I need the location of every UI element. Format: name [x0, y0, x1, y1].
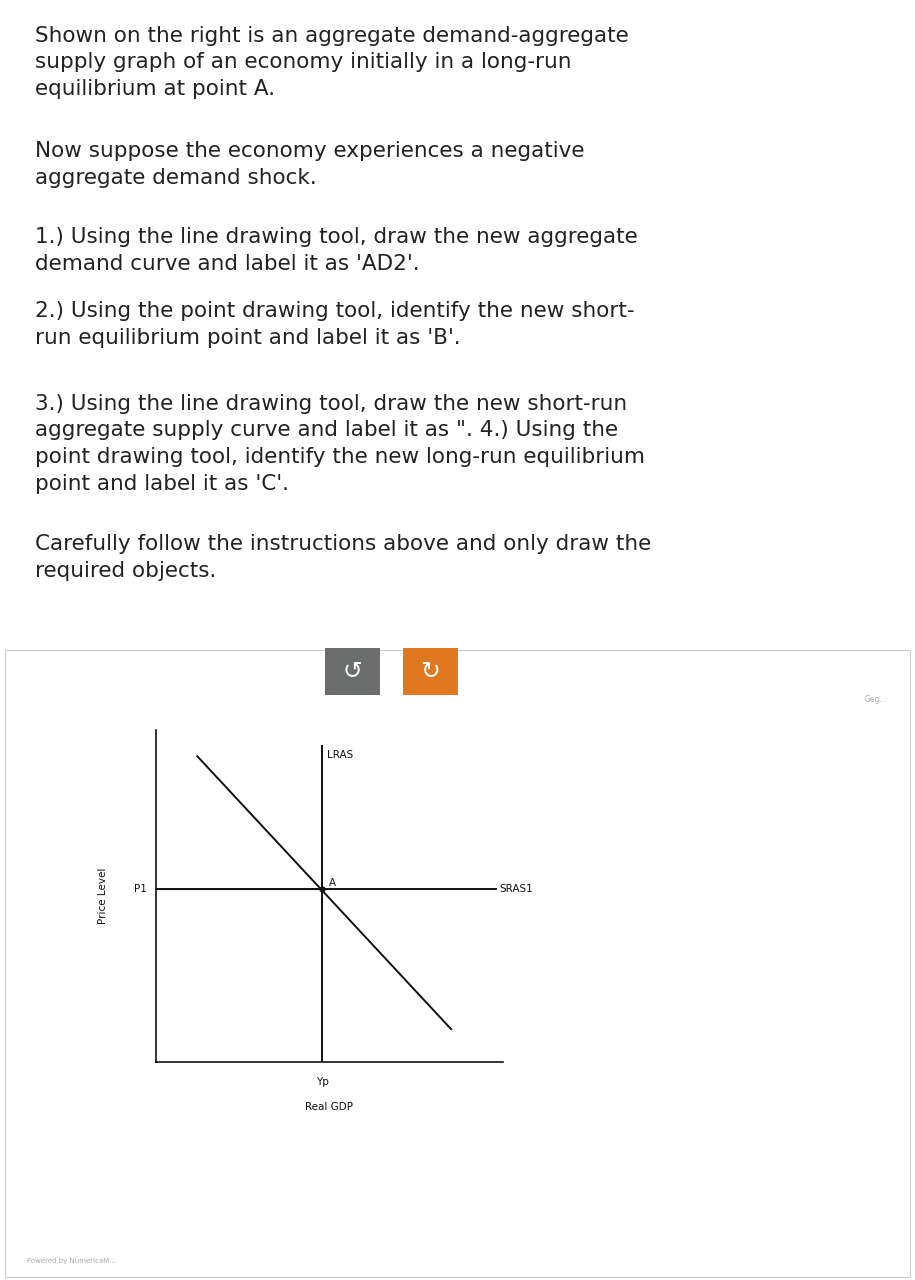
Text: ↻: ↻ [420, 659, 440, 684]
FancyBboxPatch shape [403, 648, 458, 695]
Text: 3.) Using the line drawing tool, draw the new short-run
aggregate supply curve a: 3.) Using the line drawing tool, draw th… [35, 394, 645, 494]
Text: LRAS: LRAS [327, 750, 353, 759]
Text: Carefully follow the instructions above and only draw the
required objects.: Carefully follow the instructions above … [35, 535, 651, 581]
Text: P1: P1 [134, 884, 146, 895]
Text: Real GDP: Real GDP [306, 1102, 353, 1112]
Text: Yp: Yp [316, 1078, 328, 1088]
FancyBboxPatch shape [325, 648, 380, 695]
Text: Price Level: Price Level [99, 868, 108, 924]
Text: ↺: ↺ [342, 659, 362, 684]
Text: 1.) Using the line drawing tool, draw the new aggregate
demand curve and label i: 1.) Using the line drawing tool, draw th… [35, 228, 638, 274]
Text: SRAS1: SRAS1 [500, 884, 533, 895]
Text: Now suppose the economy experiences a negative
aggregate demand shock.: Now suppose the economy experiences a ne… [35, 141, 585, 187]
Text: 2.) Using the point drawing tool, identify the new short-
run equilibrium point : 2.) Using the point drawing tool, identi… [35, 301, 634, 347]
Text: Powered by NumericaM...: Powered by NumericaM... [27, 1258, 116, 1265]
Text: Shown on the right is an aggregate demand-aggregate
supply graph of an economy i: Shown on the right is an aggregate deman… [35, 26, 629, 99]
Text: Geg...: Geg... [865, 695, 888, 704]
Text: A: A [328, 878, 336, 888]
